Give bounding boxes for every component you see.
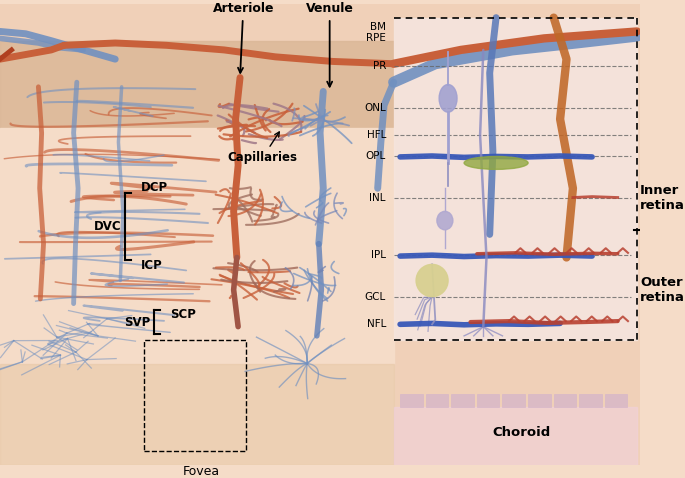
Text: DVC: DVC	[94, 220, 122, 233]
Bar	[394, 18, 637, 340]
Text: DCP: DCP	[141, 181, 168, 194]
Text: GCL: GCL	[364, 292, 386, 302]
Text: Capillaries: Capillaries	[227, 132, 297, 164]
Text: Choroid: Choroid	[493, 426, 551, 439]
Bar	[528, 393, 551, 407]
Bar	[477, 393, 499, 407]
Ellipse shape	[437, 211, 453, 230]
Ellipse shape	[439, 85, 457, 112]
Ellipse shape	[464, 156, 528, 169]
Text: Venule: Venule	[306, 2, 353, 87]
Polygon shape	[0, 41, 394, 128]
Text: BM: BM	[370, 22, 386, 32]
Text: Arteriole: Arteriole	[212, 2, 274, 73]
Bar	[503, 393, 525, 407]
Text: INL: INL	[369, 193, 386, 203]
Text: ONL: ONL	[364, 103, 386, 112]
Bar	[425, 393, 448, 407]
Polygon shape	[0, 364, 394, 465]
Bar	[400, 393, 423, 407]
Ellipse shape	[416, 264, 448, 297]
Polygon shape	[0, 128, 394, 465]
Text: RPE: RPE	[366, 33, 386, 43]
Bar	[605, 393, 627, 407]
Text: Inner
retina: Inner retina	[640, 184, 685, 211]
Text: ICP: ICP	[141, 259, 162, 272]
Text: SVP: SVP	[124, 315, 151, 328]
Bar	[553, 393, 576, 407]
Text: Outer
retina: Outer retina	[640, 276, 685, 304]
Text: IPL: IPL	[371, 250, 386, 260]
Text: PR: PR	[373, 61, 386, 71]
Text: HFL: HFL	[366, 130, 386, 140]
Polygon shape	[0, 4, 640, 465]
Text: SCP: SCP	[170, 308, 195, 321]
Text: Fovea: Fovea	[183, 465, 220, 478]
Text: NFL: NFL	[366, 319, 386, 329]
Text: OPL: OPL	[366, 151, 386, 161]
Bar	[394, 407, 637, 465]
Bar	[451, 393, 474, 407]
Bar	[580, 393, 602, 407]
